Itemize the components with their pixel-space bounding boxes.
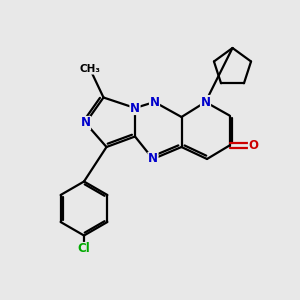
Text: N: N: [130, 101, 140, 115]
Text: N: N: [200, 95, 211, 109]
Text: N: N: [80, 116, 91, 130]
Text: N: N: [149, 95, 160, 109]
Text: CH₃: CH₃: [80, 64, 100, 74]
Text: O: O: [248, 139, 259, 152]
Text: N: N: [148, 152, 158, 166]
Text: Cl: Cl: [78, 242, 90, 256]
